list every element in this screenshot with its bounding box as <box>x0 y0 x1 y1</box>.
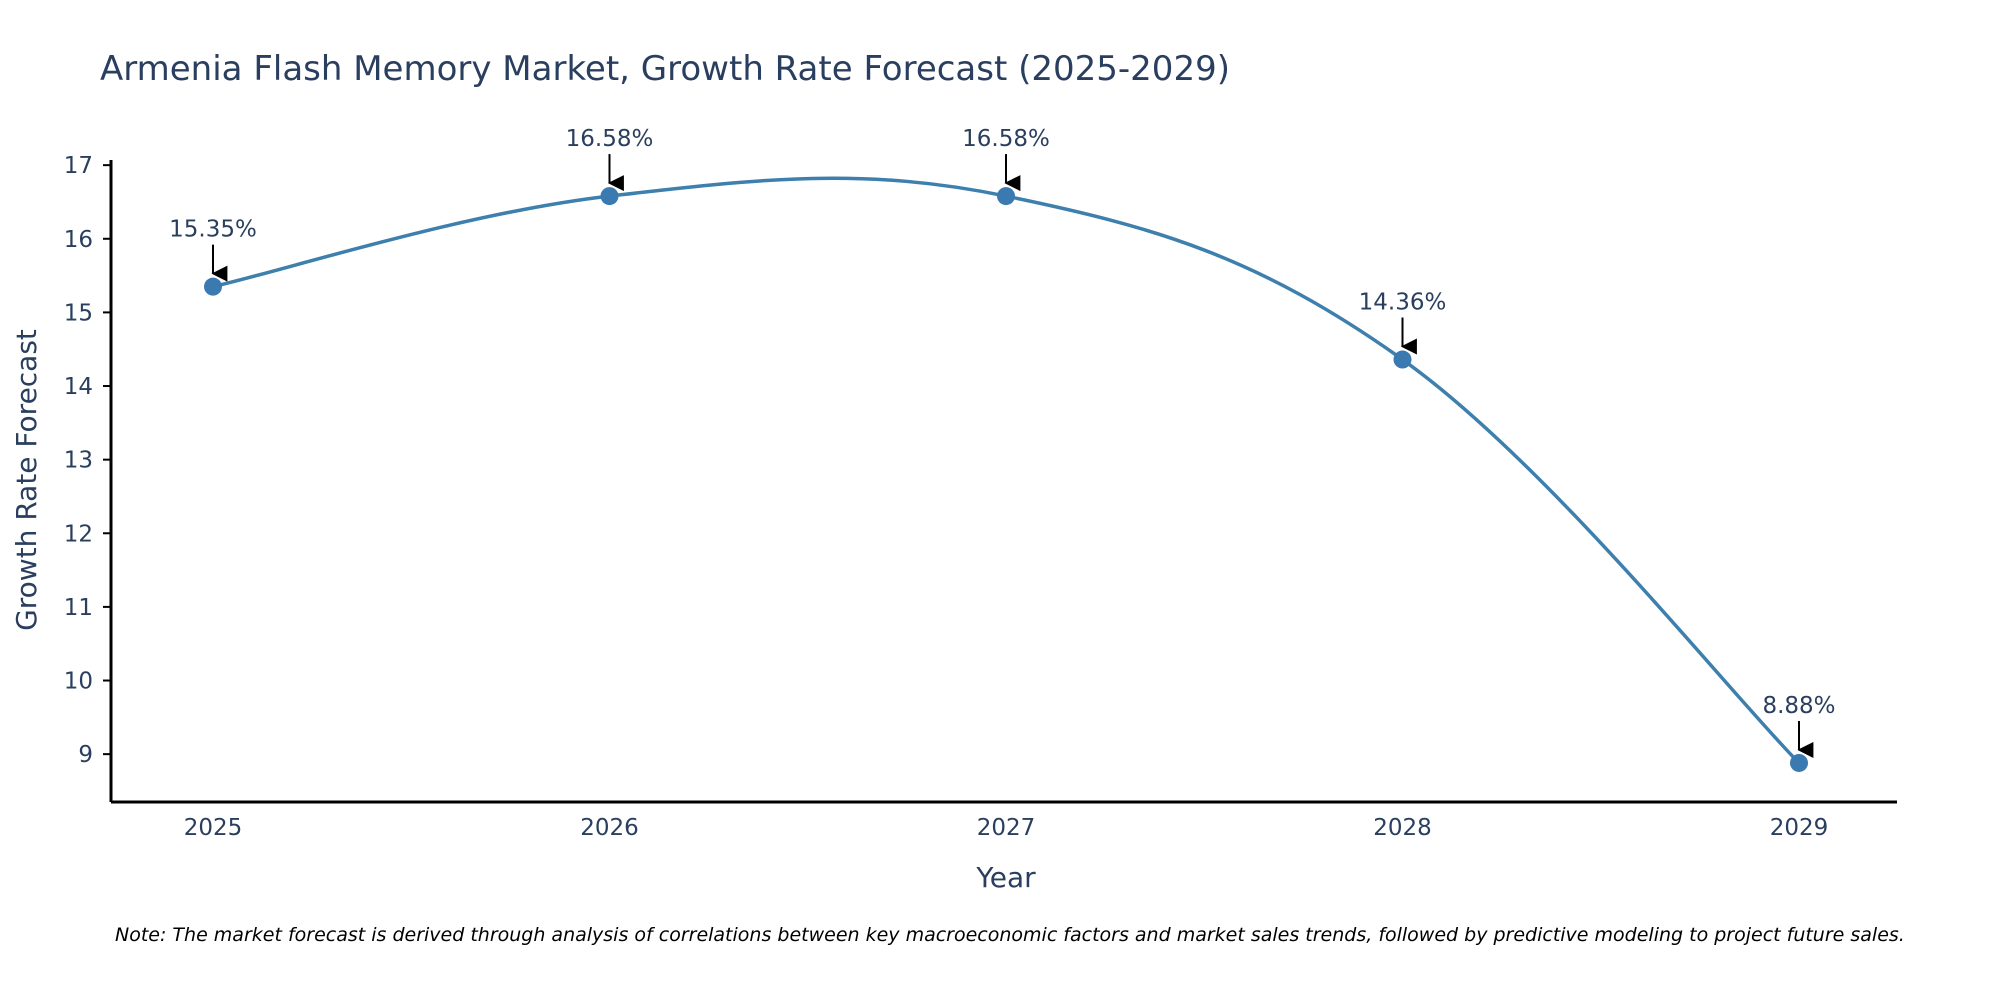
y-tick-label: 15 <box>64 300 93 326</box>
y-tick-label: 13 <box>64 448 93 474</box>
x-tick-label: 2027 <box>977 815 1036 841</box>
x-tick-label: 2029 <box>1770 815 1829 841</box>
x-axis-title: Year <box>975 861 1036 894</box>
x-tick-label: 2026 <box>580 815 639 841</box>
y-axis-title: Growth Rate Forecast <box>10 329 43 631</box>
x-tick-label: 2028 <box>1373 815 1432 841</box>
y-tick-label: 17 <box>64 153 93 179</box>
data-label: 15.35% <box>169 217 257 243</box>
data-point-2025[interactable] <box>204 277 222 296</box>
y-axis: 9 10 11 12 13 14 15 16 17 <box>64 153 113 802</box>
x-axis: 2025 2026 2027 2028 2029 <box>111 800 1897 841</box>
data-label: 8.88% <box>1762 693 1835 719</box>
data-point-2029[interactable] <box>1790 753 1808 772</box>
y-tick-label: 11 <box>64 595 93 621</box>
y-tick-label: 14 <box>64 374 93 400</box>
chart-title: Armenia Flash Memory Market, Growth Rate… <box>100 49 1230 89</box>
y-tick-label: 9 <box>78 742 93 768</box>
y-tick-label: 16 <box>64 227 93 253</box>
data-point-2027[interactable] <box>997 187 1015 206</box>
series-line <box>212 176 1801 765</box>
y-tick-label: 10 <box>64 669 93 695</box>
data-point-2028[interactable] <box>1393 350 1412 369</box>
data-labels: 15.35% 16.58% 16.58% 14.36% 8.88% <box>169 126 1836 758</box>
y-tick-label: 12 <box>64 521 93 547</box>
data-label: 16.58% <box>566 126 654 152</box>
chart-note: Note: The market forecast is derived thr… <box>115 924 1905 946</box>
data-label: 14.36% <box>1359 290 1447 316</box>
data-point-2026[interactable] <box>600 187 619 206</box>
series-growth-rate <box>204 176 1808 772</box>
x-tick-label: 2025 <box>184 815 243 841</box>
data-label: 16.58% <box>962 126 1050 152</box>
